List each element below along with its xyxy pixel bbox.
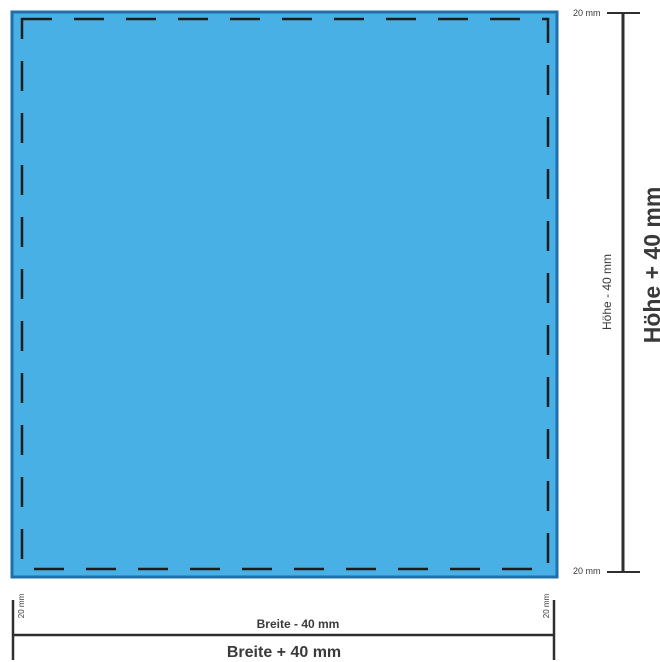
top-margin-label: 20 mm xyxy=(573,8,601,18)
height-dimension xyxy=(607,12,640,573)
inner-height-label: Höhe - 40 mm xyxy=(600,254,614,330)
width-dimension xyxy=(11,600,556,660)
outer-width-label: Breite + 40 mm xyxy=(227,644,341,661)
bottom-margin-label: 20 mm xyxy=(573,566,601,576)
right-margin-label: 20 mm xyxy=(542,593,551,618)
inner-dashed-line xyxy=(20,17,550,571)
banner-panel xyxy=(10,10,559,579)
left-margin-label: 20 mm xyxy=(17,593,26,618)
outer-height-label: Höhe + 40 mm xyxy=(639,187,660,344)
inner-width-label: Breite - 40 mm xyxy=(257,617,340,631)
